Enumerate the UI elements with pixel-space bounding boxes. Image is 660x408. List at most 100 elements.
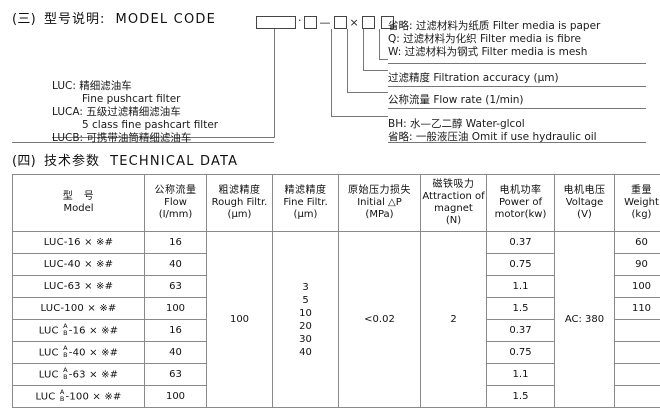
leader-line-fluid-vertical xyxy=(331,29,332,117)
col-header-magnet-cn: 磁铁吸力 xyxy=(422,179,485,191)
section-technical-data-title-cn: 技术参数 xyxy=(44,154,100,169)
filtration-accuracy-description: 过滤精度 Filtration accuracy (μm) xyxy=(388,72,559,85)
fine-filtration-value: 40 xyxy=(273,346,338,359)
col-header-weight: 重量 Weight (kg) xyxy=(615,175,660,232)
cell-motor-power: 0.37 xyxy=(487,232,555,254)
series-desc-line-luca-en: 5 class fine pashcart filter xyxy=(52,119,218,132)
rule-under-media xyxy=(388,63,646,64)
cell-flow: 16 xyxy=(145,320,207,342)
cell-flow: 100 xyxy=(145,386,207,408)
cell-motor-power: 1.5 xyxy=(487,298,555,320)
col-header-flow-unit: (I/mm) xyxy=(146,209,205,221)
model-code-box-series[interactable] xyxy=(256,16,296,29)
series-desc-line-luc-en: Fine pushcart filter xyxy=(52,93,218,106)
cell-weight xyxy=(615,320,660,342)
col-header-motor-power: 电机功率 Power of motor(kw) xyxy=(487,175,555,232)
col-header-voltage-en: Voltage xyxy=(556,197,613,209)
leader-line-media-horizontal xyxy=(379,59,388,60)
filter-media-line-w: W: 过滤材料为钢式 Filter media is mesh xyxy=(388,46,600,59)
col-header-fine-cn: 精滤精度 xyxy=(274,185,337,197)
col-header-model-en: Model xyxy=(14,203,143,215)
col-header-voltage-cn: 电机电压 xyxy=(556,185,613,197)
flow-rate-description: 公称流量 Flow rate (1/min) xyxy=(388,94,524,107)
fine-filtration-value: 30 xyxy=(273,333,338,346)
section-technical-data-number: (四) xyxy=(12,154,36,169)
cell-weight xyxy=(615,364,660,386)
cell-motor-power: 1.1 xyxy=(487,364,555,386)
cell-model: LUC-40 × ※# xyxy=(13,254,145,276)
col-header-voltage-unit: (V) xyxy=(556,209,613,221)
fluid-line-bh: BH: 水—乙二醇 Water-glcol xyxy=(388,118,597,131)
cell-motor-power: 1.1 xyxy=(487,276,555,298)
series-desc-line-luca: LUCA: 五级过滤精细滤油车 xyxy=(52,106,218,119)
filter-media-line-omit: 省略: 过滤材料为纸质 Filter media is paper xyxy=(388,20,600,33)
cell-motor-power: 0.75 xyxy=(487,254,555,276)
leader-line-series-vertical xyxy=(274,29,275,138)
model-code-box-accuracy[interactable] xyxy=(334,16,347,29)
leader-line-flow-horizontal xyxy=(347,92,388,93)
model-code-box-flow[interactable] xyxy=(304,16,317,29)
model-code-box-media[interactable] xyxy=(362,16,375,29)
col-header-flow-cn: 公称流量 xyxy=(146,185,205,197)
cell-voltage-merged: AC: 380 xyxy=(555,232,615,408)
section-model-code-title-en: MODEL CODE xyxy=(115,12,216,27)
rule-under-flow xyxy=(388,108,646,109)
col-header-power-unit: motor(kw) xyxy=(488,209,553,221)
cell-model: LUC-100 × ※# xyxy=(13,298,145,320)
section-model-code-title-cn: 型号说明: xyxy=(44,12,105,27)
col-header-fine-en: Fine Filtr. xyxy=(274,197,337,209)
col-header-model: 型 号 Model xyxy=(13,175,145,232)
cell-flow: 40 xyxy=(145,254,207,276)
cell-rough-filtration-merged: 100 xyxy=(207,232,273,408)
table-header-row: 型 号 Model 公称流量 Flow (I/mm) 粗滤精度 Rough Fi… xyxy=(13,175,660,232)
col-header-motor-voltage: 电机电压 Voltage (V) xyxy=(555,175,615,232)
cell-model: LUC-16 × ※# xyxy=(13,232,145,254)
cell-weight: 60 xyxy=(615,232,660,254)
series-description-block: LUC: 精细滤油车 Fine pushcart filter LUCA: 五级… xyxy=(52,80,218,145)
col-header-weight-cn: 重量 xyxy=(616,185,660,197)
model-code-separator-times: × xyxy=(347,17,362,28)
rule-under-accuracy xyxy=(388,86,646,87)
col-header-initial-pressure-loss: 原始压力损失 Initial △P (MPa) xyxy=(339,175,421,232)
filter-media-description-block: 省略: 过滤材料为纸质 Filter media is paper Q: 过滤材… xyxy=(388,20,600,59)
cell-magnet-attraction-merged: 2 xyxy=(421,232,487,408)
cell-motor-power: 1.5 xyxy=(487,386,555,408)
col-header-weight-en: Weight xyxy=(616,197,660,209)
fine-filtration-value: 20 xyxy=(273,320,338,333)
cell-flow: 100 xyxy=(145,298,207,320)
cell-weight: 90 xyxy=(615,254,660,276)
cell-initial-pressure-loss-merged: <0.02 xyxy=(339,232,421,408)
filter-media-line-q: Q: 过滤材料为化织 Filter media is fibre xyxy=(388,33,600,46)
fine-filtration-value: 3 xyxy=(273,281,338,294)
technical-data-table: 型 号 Model 公称流量 Flow (I/mm) 粗滤精度 Rough Fi… xyxy=(12,174,660,408)
col-header-magnet-en: Attraction of magnet xyxy=(422,191,485,215)
section-model-code-number: (三) xyxy=(12,12,36,27)
cell-flow: 63 xyxy=(145,364,207,386)
cell-weight: 110 xyxy=(615,298,660,320)
cell-weight xyxy=(615,386,660,408)
col-header-fine-filtration: 精滤精度 Fine Filtr. (μm) xyxy=(273,175,339,232)
leader-line-media-vertical xyxy=(379,29,380,60)
col-header-flow-en: Flow xyxy=(146,197,205,209)
cell-model: LUC-63 × ※# xyxy=(13,276,145,298)
leader-line-fluid-horizontal xyxy=(331,116,388,117)
cell-motor-power: 0.75 xyxy=(487,342,555,364)
leader-line-flow-vertical xyxy=(347,29,348,93)
col-header-fine-unit: (μm) xyxy=(274,209,337,221)
cell-motor-power: 0.37 xyxy=(487,320,555,342)
col-header-magnet-unit: (N) xyxy=(422,215,485,227)
col-header-rough-cn: 粗滤精度 xyxy=(208,185,271,197)
model-code-separator-dash: — xyxy=(317,17,334,28)
col-header-flow: 公称流量 Flow (I/mm) xyxy=(145,175,207,232)
